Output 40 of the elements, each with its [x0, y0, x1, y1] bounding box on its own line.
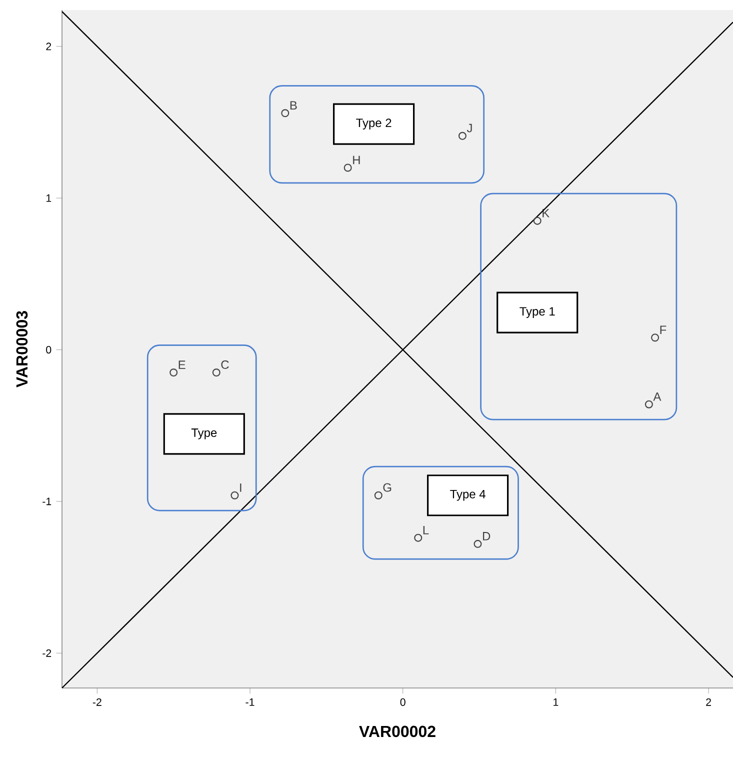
- data-label: H: [353, 156, 360, 164]
- annotation: Type: [191, 428, 217, 440]
- data-label: G: [383, 483, 392, 492]
- annotation: Type 1: [520, 307, 555, 318]
- data-label: C: [221, 360, 229, 369]
- x-tick-label: 2: [706, 698, 711, 706]
- y-axis-title: VAR00003: [16, 311, 28, 388]
- point: [533, 216, 542, 225]
- point: [474, 540, 482, 548]
- point: [170, 368, 178, 377]
- data-label: B: [290, 101, 297, 110]
- data-label: L: [423, 526, 429, 534]
- point: [374, 491, 382, 500]
- x-tick-label: -2: [92, 698, 102, 706]
- x-axis-title: VAR00002: [359, 726, 436, 738]
- data-label: J: [466, 124, 472, 132]
- point: [644, 400, 653, 408]
- y-tick-label: 1: [46, 194, 52, 202]
- x-tick-label: 0: [400, 698, 406, 706]
- data-label: I: [240, 484, 242, 492]
- point: [458, 132, 466, 140]
- point: [651, 334, 660, 342]
- data-label: D: [483, 532, 490, 540]
- point: [230, 491, 239, 500]
- annotation: Type 4: [450, 490, 486, 501]
- y-tick-label: 0: [46, 346, 52, 354]
- data-label: F: [660, 326, 666, 334]
- annotation: Type 2: [356, 118, 392, 130]
- point: [414, 534, 422, 542]
- x-tick-label: 1: [554, 698, 558, 706]
- data-label: E: [178, 360, 186, 369]
- y-tick-label: 2: [46, 42, 52, 50]
- data-label: A: [653, 392, 662, 401]
- y-tick-label: -2: [42, 649, 52, 657]
- point: [212, 368, 220, 377]
- x-tick-label: -1: [246, 698, 254, 706]
- y-tick-label: -1: [42, 498, 52, 506]
- data-label: K: [542, 208, 550, 218]
- point: [281, 109, 290, 118]
- point: [344, 164, 352, 172]
